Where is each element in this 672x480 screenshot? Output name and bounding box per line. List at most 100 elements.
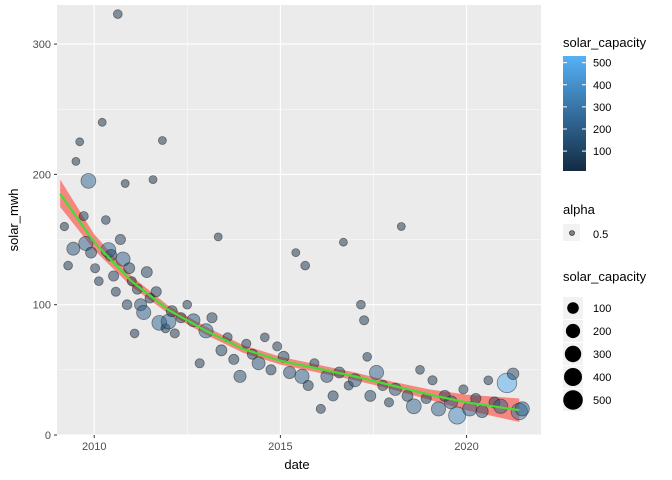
color-legend-label: 300 [593, 102, 611, 114]
x-tick-label: 2020 [454, 441, 478, 453]
data-point [129, 328, 140, 339]
data-point [120, 179, 130, 188]
size-legend-label: 400 [593, 372, 611, 384]
legend: solar_capacity 100 200 300 400 500 alpha 0.5… [563, 35, 647, 411]
data-point [90, 263, 101, 274]
y-tick-label: 300 [33, 39, 51, 51]
smooth-trend-line [59, 193, 520, 412]
y-tick-label: 100 [33, 300, 51, 312]
color-legend-label: 400 [593, 80, 611, 92]
data-point [401, 389, 414, 402]
data-point [78, 211, 89, 222]
data-point [114, 233, 126, 245]
data-point [458, 384, 469, 395]
size-legend-point [564, 345, 582, 363]
data-point [294, 368, 310, 384]
data-point [475, 404, 489, 418]
data-point [94, 276, 104, 287]
size-legend-label: 300 [593, 349, 611, 361]
color-legend-label: 500 [593, 58, 611, 70]
alpha-legend-point [569, 230, 575, 236]
data-point [182, 299, 193, 310]
data-point [228, 353, 240, 365]
color-legend-ticks: 100 200 300 400 500 [563, 58, 611, 158]
y-tick-label: 200 [33, 169, 51, 181]
data-point [283, 365, 297, 379]
data-point [121, 299, 133, 311]
data-point [80, 173, 97, 189]
data-point [327, 390, 339, 402]
data-point [241, 338, 252, 349]
data-point [356, 299, 366, 310]
size-legend-items: 100 200 300 400 500 [563, 297, 611, 411]
size-legend-point [564, 368, 582, 386]
size-legend-point [567, 302, 579, 314]
alpha-legend-label: 0.5 [593, 229, 608, 241]
data-point [71, 156, 81, 166]
data-point [63, 260, 73, 271]
data-point [101, 215, 111, 225]
x-axis-title: date [284, 457, 309, 472]
data-point [415, 364, 425, 375]
data-point [215, 344, 228, 357]
y-tick-label: 0 [45, 430, 51, 442]
data-point [405, 398, 422, 415]
alpha-legend-title: alpha [563, 202, 596, 217]
grid-minor [57, 5, 541, 435]
data-point [383, 397, 394, 408]
data-point [302, 379, 314, 391]
data-point [359, 315, 370, 326]
data-point [75, 137, 85, 147]
data-point [85, 246, 97, 259]
data-point [272, 341, 283, 352]
data-point [470, 392, 482, 404]
data-point [140, 266, 153, 279]
data-point [66, 241, 81, 256]
data-point [362, 351, 373, 362]
data-point [59, 221, 70, 232]
data-point [259, 332, 270, 343]
size-legend-label: 200 [593, 326, 611, 338]
size-legend-point [563, 390, 583, 410]
data-point [483, 375, 494, 386]
data-point [368, 364, 384, 380]
data-point [110, 286, 121, 297]
smooth-line [59, 193, 520, 412]
color-legend-label: 200 [593, 124, 611, 136]
data-point [427, 375, 438, 386]
data-point [430, 401, 446, 417]
data-point [315, 403, 326, 414]
data-point [338, 237, 348, 247]
data-point [251, 356, 266, 371]
data-point [448, 406, 467, 425]
data-point [123, 262, 136, 275]
data-point [265, 364, 277, 376]
size-legend-label: 100 [593, 303, 611, 315]
data-point [291, 248, 301, 258]
color-legend-bar [563, 56, 586, 171]
data-point [213, 232, 223, 242]
x-axis: 2010 2015 2020 [82, 435, 479, 453]
size-legend-title: solar_capacity [563, 269, 647, 284]
data-point [108, 270, 120, 282]
data-point [115, 251, 131, 267]
data-point [233, 369, 247, 383]
x-tick-label: 2010 [82, 441, 106, 453]
data-point [113, 9, 123, 19]
x-tick-label: 2015 [268, 441, 292, 453]
data-point [150, 286, 162, 298]
data-point [300, 260, 311, 271]
data-point [148, 175, 158, 185]
data-point [136, 304, 152, 320]
data-point [169, 328, 180, 339]
data-point [364, 389, 377, 402]
size-legend-label: 500 [593, 395, 611, 407]
size-legend-point [565, 323, 581, 339]
data-point [506, 367, 520, 381]
y-axis: 0 100 200 300 [33, 39, 57, 442]
color-legend-title: solar_capacity [563, 35, 647, 50]
data-point [206, 312, 218, 324]
data-point [157, 136, 167, 145]
data-point [97, 117, 107, 127]
